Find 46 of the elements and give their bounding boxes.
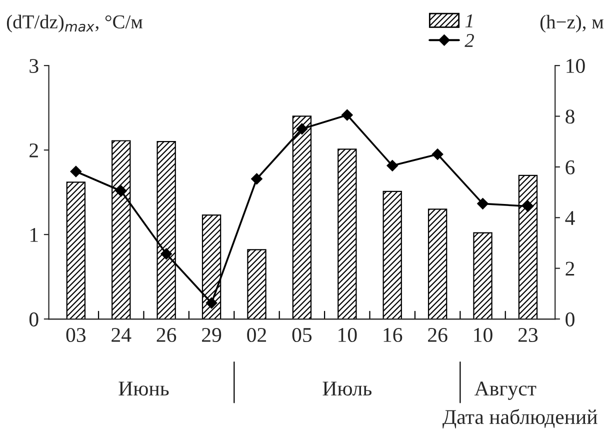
x-tick-label: 26 bbox=[428, 328, 448, 342]
y2-tick-label: 4 bbox=[565, 211, 575, 225]
legend-label: 1 bbox=[465, 14, 472, 28]
bar bbox=[473, 232, 492, 320]
x-tick-label: 23 bbox=[518, 328, 538, 342]
x-tick-label: 03 bbox=[66, 328, 86, 342]
x-tick-label: 26 bbox=[156, 328, 176, 342]
y2-tick-label: 2 bbox=[566, 262, 574, 276]
text: Август bbox=[474, 382, 536, 400]
point bbox=[206, 297, 218, 309]
bar bbox=[428, 208, 448, 320]
x-axis-title: Дата наблюдений bbox=[442, 408, 598, 428]
point bbox=[70, 166, 82, 178]
y-tick-label: 2 bbox=[30, 143, 38, 158]
text: Июнь bbox=[118, 382, 169, 396]
x-tick-label: 05 bbox=[292, 328, 312, 342]
bar bbox=[66, 182, 86, 320]
y2-tick-label: 0 bbox=[566, 312, 574, 326]
point bbox=[160, 248, 172, 260]
x-tick-label: 16 bbox=[384, 328, 402, 342]
point bbox=[432, 148, 444, 160]
x-tick-label: 24 bbox=[112, 328, 132, 342]
x-tick-label: 02 bbox=[247, 328, 266, 342]
text: Июль bbox=[322, 382, 372, 396]
y-axis-title: (dT/dz)$_{max}$, °C/м bbox=[6, 14, 142, 32]
x-tick-label: 10 bbox=[338, 328, 357, 342]
y-tick-label: 1 bbox=[30, 228, 38, 242]
legend-label: 2 bbox=[464, 34, 474, 47]
y2-tick-label: 8 bbox=[566, 110, 574, 124]
x-tick-label: 10 bbox=[474, 328, 492, 342]
y2-tick-label: 6 bbox=[566, 160, 575, 174]
bar bbox=[338, 148, 357, 320]
y-tick-label: 3 bbox=[30, 58, 38, 73]
bar bbox=[247, 249, 266, 320]
point bbox=[251, 173, 262, 184]
bar bbox=[382, 190, 402, 320]
point bbox=[296, 123, 308, 135]
point bbox=[342, 109, 353, 121]
point bbox=[522, 200, 534, 212]
point bbox=[116, 185, 127, 197]
y2-axis-title: (h−z), м bbox=[540, 14, 604, 33]
point bbox=[386, 160, 398, 172]
x-tick-label: 29 bbox=[202, 328, 222, 342]
y-tick-label: 0 bbox=[29, 312, 38, 326]
y2-tick-label: 10 bbox=[566, 58, 585, 73]
point bbox=[477, 198, 488, 210]
